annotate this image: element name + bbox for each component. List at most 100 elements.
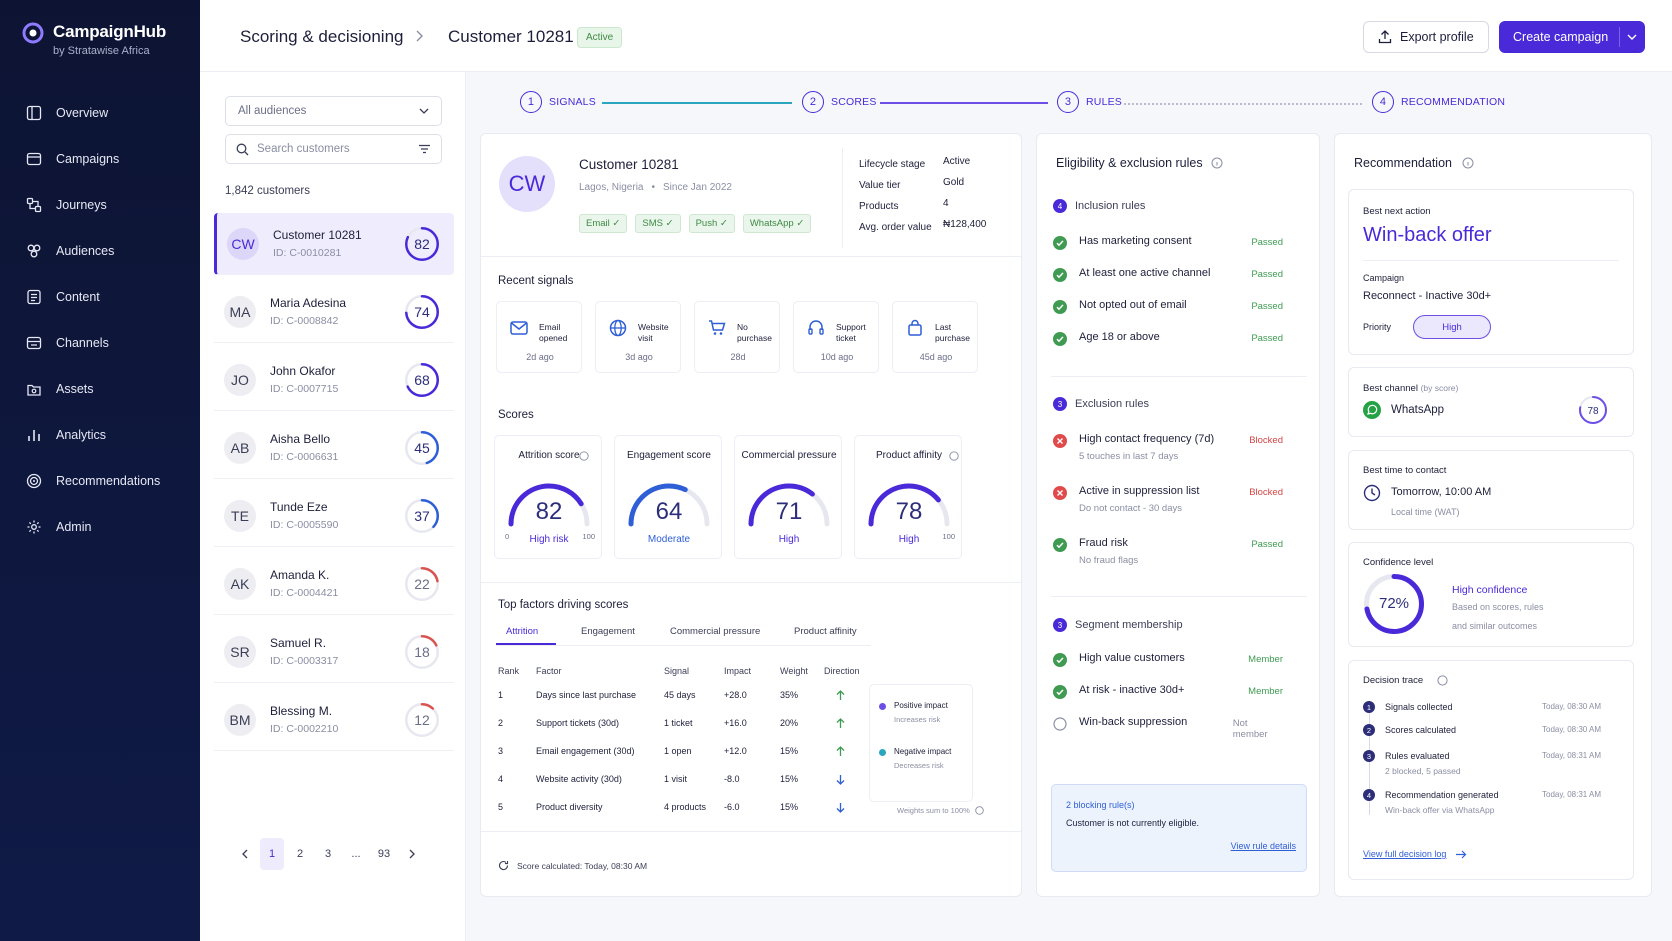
- rule-row[interactable]: Win-back suppression Not member: [1037, 716, 1297, 740]
- signal-card[interactable]: Support ticket 10d ago: [793, 301, 879, 373]
- fact-value: ₦128,400: [943, 219, 987, 230]
- cell-factor: Website activity (30d): [536, 774, 622, 784]
- arrow-up-icon: [836, 745, 845, 756]
- cell-rank: 2: [498, 718, 504, 728]
- signal-card[interactable]: Website visit 3d ago: [595, 301, 681, 373]
- headset-icon: [808, 320, 824, 335]
- table-row: 4 Website activity (30d) 1 visit -8.0 15%: [498, 765, 863, 793]
- search-placeholder: Search customers: [257, 143, 350, 155]
- rule-row[interactable]: Not opted out of email Passed: [1037, 299, 1297, 314]
- rule-sub: 5 touches in last 7 days: [1079, 451, 1179, 462]
- info-icon[interactable]: [1462, 157, 1474, 169]
- export-profile-button[interactable]: Export profile: [1363, 21, 1489, 53]
- page-title: Customer 10281: [448, 27, 574, 46]
- customer-list-item[interactable]: JO John Okafor ID: C-0007715 68: [214, 349, 454, 411]
- rule-row[interactable]: At least one active channel Passed: [1037, 267, 1297, 282]
- page-1[interactable]: 1: [260, 838, 284, 870]
- rule-row[interactable]: Active in suppression list Do not contact…: [1037, 485, 1297, 514]
- view-rule-details-link[interactable]: View rule details: [1230, 841, 1296, 851]
- customer-list-item[interactable]: AK Amanda K. ID: C-0004421 22: [214, 553, 454, 615]
- customer-list-item[interactable]: CW Customer 10281 ID: C-0010281 82: [214, 213, 454, 275]
- prev-page-icon[interactable]: [230, 838, 258, 870]
- arrow-right-icon[interactable]: [1456, 850, 1467, 859]
- fact-label: Value tier: [859, 180, 901, 191]
- channel-chip: WhatsApp ✓: [742, 214, 812, 233]
- step-recommendation[interactable]: 4 RECOMMENDATION: [1372, 91, 1505, 113]
- campaigns-icon: [26, 152, 42, 166]
- export-profile-label: Export profile: [1400, 30, 1474, 44]
- cell-rank: 1: [498, 690, 504, 700]
- campaign-value[interactable]: Reconnect - Inactive 30d+: [1363, 290, 1492, 302]
- nav-item-admin[interactable]: Admin: [0, 504, 200, 550]
- rule-row[interactable]: Age 18 or above Passed: [1037, 331, 1297, 346]
- signal-card[interactable]: Last purchase 45d ago: [892, 301, 978, 373]
- tab-commercial-pressure[interactable]: Commercial pressure: [670, 626, 761, 637]
- signal-card[interactable]: Email opened 2d ago: [496, 301, 582, 373]
- signal-card[interactable]: No purchase 28d: [694, 301, 780, 373]
- rule-row[interactable]: Has marketing consent Passed: [1037, 235, 1297, 250]
- customer-location: Lagos, Nigeria: [579, 182, 644, 193]
- tab-product-affinity[interactable]: Product affinity: [794, 626, 857, 637]
- step-signals[interactable]: 1 SIGNALS: [520, 91, 596, 113]
- rule-row[interactable]: At risk - inactive 30d+ Member: [1037, 684, 1297, 699]
- tab-engagement[interactable]: Engagement: [581, 626, 635, 637]
- customer-list-item[interactable]: BM Blessing M. ID: C-0002210 12: [214, 689, 454, 751]
- signal-label: Support ticket: [836, 322, 866, 343]
- signal-label: No purchase: [737, 322, 772, 343]
- info-icon[interactable]: [579, 451, 589, 461]
- nav-item-overview[interactable]: Overview: [0, 90, 200, 136]
- score-card[interactable]: Commercial pressure 71 High: [734, 435, 842, 559]
- customer-name: John Okafor: [270, 364, 336, 378]
- customer-list-item[interactable]: TE Tunde Eze ID: C-0005590 37: [214, 485, 454, 547]
- score-card[interactable]: Attrition score 82 High risk 0 100: [494, 435, 602, 559]
- confidence-title: High confidence: [1452, 584, 1528, 596]
- page-2[interactable]: 2: [296, 848, 304, 860]
- refresh-icon[interactable]: [498, 860, 509, 871]
- whatsapp-icon: [1363, 401, 1381, 419]
- filter-icon[interactable]: [418, 144, 431, 154]
- brand[interactable]: CampaignHub by Stratawise Africa: [22, 22, 166, 57]
- step-rules[interactable]: 3 RULES: [1057, 91, 1122, 113]
- nav-item-content[interactable]: Content: [0, 274, 200, 320]
- factors-title: Top factors driving scores: [498, 599, 629, 611]
- score-card[interactable]: Engagement score 64 Moderate: [614, 435, 722, 559]
- nav-item-assets[interactable]: Assets: [0, 366, 200, 412]
- nav-item-campaigns[interactable]: Campaigns: [0, 136, 200, 182]
- rule-row[interactable]: High value customers Member: [1037, 652, 1297, 667]
- info-icon[interactable]: [1437, 675, 1448, 686]
- view-decision-log-link[interactable]: View full decision log: [1363, 849, 1447, 859]
- search-customers-input[interactable]: Search customers: [225, 134, 442, 164]
- nav-label: Journeys: [56, 198, 107, 212]
- nav-item-analytics[interactable]: Analytics: [0, 412, 200, 458]
- page-93[interactable]: 93: [377, 848, 391, 860]
- score-gauge: [748, 483, 830, 527]
- customer-list-item[interactable]: AB Aisha Bello ID: C-0006631 45: [214, 417, 454, 479]
- score-card[interactable]: Product affinity 78 High 100: [854, 435, 962, 559]
- customer-list-item[interactable]: SR Samuel R. ID: C-0003317 18: [214, 621, 454, 683]
- create-campaign-button[interactable]: Create campaign: [1499, 21, 1645, 53]
- next-page-icon[interactable]: [398, 838, 426, 870]
- best-channel-box: Best channel (by score) WhatsApp 78: [1348, 367, 1634, 437]
- tab-attrition[interactable]: Attrition: [506, 626, 539, 637]
- trace-step-number: 4: [1363, 789, 1375, 801]
- customer-list-item[interactable]: MA Maria Adesina ID: C-0008842 74: [214, 281, 454, 343]
- info-icon[interactable]: [975, 806, 984, 815]
- audience-select[interactable]: All audiences: [225, 96, 442, 126]
- breadcrumb-scoring[interactable]: Scoring & decisioning: [240, 27, 404, 46]
- step-scores[interactable]: 2 SCORES: [802, 91, 877, 113]
- rule-row[interactable]: High contact frequency (7d) 5 touches in …: [1037, 433, 1297, 462]
- nav-item-recommendations[interactable]: Recommendations: [0, 458, 200, 504]
- cell-rank: 4: [498, 774, 504, 784]
- info-icon[interactable]: [949, 451, 959, 461]
- avatar: JO: [224, 363, 256, 396]
- avatar: MA: [224, 295, 256, 328]
- chevron-down-icon[interactable]: [1627, 33, 1637, 41]
- info-icon[interactable]: [1211, 157, 1223, 169]
- nav-item-channels[interactable]: Channels: [0, 320, 200, 366]
- best-channel-label: Best channel: [1363, 383, 1418, 394]
- segment-title: Segment membership: [1075, 619, 1183, 631]
- nav-item-audiences[interactable]: Audiences: [0, 228, 200, 274]
- page-3[interactable]: 3: [324, 848, 332, 860]
- nav-item-journeys[interactable]: Journeys: [0, 182, 200, 228]
- rule-row[interactable]: Fraud risk No fraud flags Passed: [1037, 537, 1297, 566]
